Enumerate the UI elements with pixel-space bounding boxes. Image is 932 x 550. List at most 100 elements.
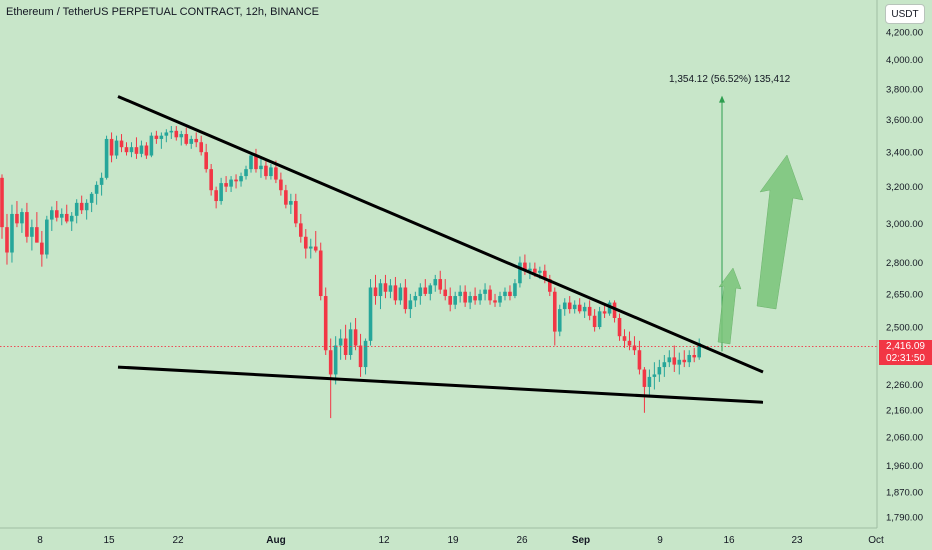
candle-body	[119, 140, 124, 148]
candle-body	[154, 135, 159, 139]
candle-body	[682, 359, 687, 363]
candle-body	[343, 338, 348, 355]
candle-body	[114, 140, 119, 156]
candle-body	[333, 345, 338, 375]
candle-body	[652, 374, 657, 377]
candle-body	[488, 289, 492, 301]
price-axis: 4,200.00 4,000.00 3,800.00 3,600.00 3,400.00…	[886, 28, 923, 524]
candle-body	[144, 145, 149, 156]
candle-body	[647, 376, 652, 387]
candle-body	[353, 329, 358, 346]
candle-body	[299, 223, 303, 237]
candle-body	[548, 279, 552, 292]
price-axis-label: 4,000.00	[886, 55, 923, 66]
candle-body	[612, 302, 617, 318]
candle-body	[503, 291, 507, 297]
candles	[0, 126, 701, 419]
candle-body	[269, 167, 273, 177]
candle-body	[662, 362, 667, 368]
time-axis-label: Aug	[266, 535, 285, 546]
descending-resistance-trendline	[117, 95, 764, 374]
time-axis-label: 19	[447, 535, 459, 546]
candle-body	[413, 296, 418, 301]
candle-body	[249, 155, 253, 170]
time-axis-label: Sep	[572, 535, 590, 546]
candle-body	[184, 134, 189, 144]
candle-body	[373, 287, 378, 297]
candle-body	[318, 250, 323, 297]
candle-body	[448, 296, 452, 305]
candle-body	[284, 190, 288, 205]
measure-label: 1,354.12 (56.52%) 135,412	[669, 74, 791, 85]
candle-body	[577, 304, 582, 312]
time-axis-label: 16	[723, 535, 735, 546]
candle-body	[587, 306, 592, 316]
candle-body	[279, 179, 283, 191]
candle-body	[164, 132, 169, 136]
candle-body	[204, 152, 208, 170]
candle-body	[418, 287, 423, 297]
candle-body	[363, 340, 368, 368]
candle-body	[234, 179, 238, 182]
time-axis-label: Oct	[868, 535, 884, 546]
candle-body	[572, 304, 577, 310]
chart-title: Ethereum / TetherUS PERPETUAL CONTRACT, …	[6, 6, 319, 18]
candle-body	[398, 287, 403, 301]
candle-body	[348, 329, 353, 355]
price-axis-label: 3,800.00	[886, 84, 923, 95]
candle-body	[692, 354, 697, 358]
last-price-value: 2,416.09	[886, 341, 925, 352]
candle-body	[622, 336, 627, 341]
candle-body	[328, 350, 333, 375]
candle-body	[358, 345, 363, 368]
candle-body	[109, 138, 114, 156]
candle-body	[89, 193, 94, 203]
candle-body	[69, 215, 74, 222]
candle-body	[528, 268, 532, 271]
candle-body	[209, 169, 213, 191]
candle-body	[25, 212, 29, 237]
price-axis-label: 3,200.00	[886, 182, 923, 193]
candle-body	[657, 367, 662, 375]
time-axis-label: 22	[172, 535, 184, 546]
candle-body	[0, 177, 4, 228]
candle-body	[617, 317, 622, 337]
candle-body	[428, 285, 433, 294]
candle-body	[15, 213, 19, 224]
candle-body	[518, 262, 522, 284]
candle-body	[134, 147, 139, 154]
candle-body	[229, 179, 233, 187]
candle-body	[637, 350, 642, 370]
candle-body	[602, 311, 607, 314]
candle-body	[582, 306, 587, 312]
candle-body	[10, 213, 14, 253]
currency-button[interactable]: USDT	[885, 4, 925, 24]
candle-body	[189, 138, 194, 144]
candle-body	[338, 338, 343, 346]
price-axis-label: 3,400.00	[886, 148, 923, 159]
candle-body	[697, 343, 701, 358]
price-axis-label: 2,160.00	[886, 406, 923, 417]
lower-support-trendline	[117, 365, 764, 404]
price-axis-label: 2,060.00	[886, 433, 923, 444]
candle-body	[393, 285, 398, 301]
candle-body	[562, 302, 567, 310]
candle-body	[64, 213, 69, 222]
candle-body	[50, 210, 54, 220]
candle-body	[313, 246, 318, 251]
candle-body	[323, 296, 328, 351]
candle-body	[84, 202, 89, 211]
candle-body	[443, 289, 448, 297]
candle-body	[45, 219, 49, 255]
candle-body	[274, 167, 278, 180]
candle-body	[139, 145, 144, 154]
candle-body	[20, 212, 24, 224]
candle-body	[35, 227, 39, 243]
time-axis-label: 23	[791, 535, 803, 546]
candle-body	[468, 296, 472, 303]
candle-body	[94, 184, 99, 194]
candle-body	[478, 293, 482, 301]
candle-body	[30, 227, 34, 237]
